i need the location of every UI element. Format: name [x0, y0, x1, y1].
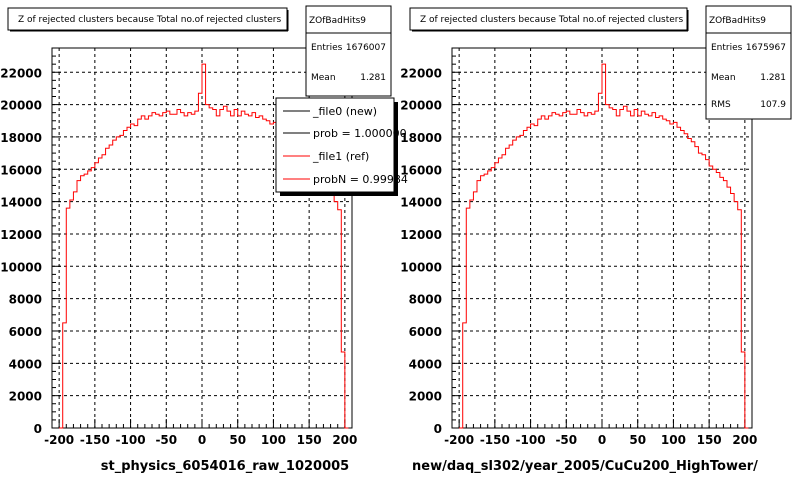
left-chart-title: Z of rejected clusters because Total no.…: [18, 15, 281, 25]
right-stats-rms-value: 107.9: [760, 100, 786, 110]
y-tick-label: 22000: [400, 66, 442, 80]
y-tick-label: 22000: [0, 66, 42, 80]
right-ticks: [451, 55, 753, 429]
right-stats-entries-value: 1675967: [746, 43, 786, 53]
x-tick-label: 0: [598, 433, 606, 447]
y-tick-label: 10000: [400, 260, 442, 274]
legend-label: _file0 (new): [312, 105, 377, 118]
right-grid: [452, 48, 752, 428]
y-tick-label: 12000: [400, 228, 442, 242]
right-stats-name: ZOfBadHits9: [709, 16, 766, 26]
x-tick-label: -200: [44, 433, 74, 447]
right-title-box: Z of rejected clusters because Total no.…: [409, 7, 689, 32]
x-tick-label: -50: [155, 433, 177, 447]
left-stats-frame: [305, 5, 392, 97]
left-ticks: [51, 55, 353, 429]
x-tick-label: 200: [732, 433, 757, 447]
x-tick-label: 150: [297, 433, 322, 447]
left-title-box: Z of rejected clusters because Total no.…: [7, 7, 289, 32]
y-tick-label: 2000: [409, 390, 442, 404]
y-tick-label: 16000: [0, 163, 42, 177]
left-y-tick-labels: 0 2000 4000 6000 8000 10000 12000 14000 16000 180…: [0, 66, 42, 436]
x-tick-label: 50: [629, 433, 646, 447]
right-x-axis-title: new/daq_sl302/year_2005/CuCu200_HighTowe…: [412, 459, 758, 474]
left-stats-mean-label: Mean: [311, 73, 336, 83]
legend-entry: prob = 1.000000: [283, 127, 407, 140]
x-tick-label: 150: [697, 433, 722, 447]
right-histogram-line: [459, 63, 749, 429]
right-panel: 0200040006000800010000120001400016000180…: [400, 5, 792, 474]
y-tick-label: 16000: [400, 163, 442, 177]
legend-label: prob = 1.000000: [313, 127, 407, 140]
legend-frame: [275, 97, 395, 193]
y-tick-label: 14000: [400, 196, 442, 210]
right-x-tick-labels: -200 -150 -100 -50 0 50 100 150 200: [444, 433, 757, 447]
left-stats-entries-value: 1676007: [346, 43, 386, 53]
x-tick-label: 200: [332, 433, 357, 447]
x-tick-label: 0: [198, 433, 206, 447]
right-stats-frame: [705, 5, 792, 120]
right-y-tick-labels: 0 2000 4000 6000 8000 10000 12000 14000 16000 180…: [400, 66, 442, 436]
x-tick-label: -150: [80, 433, 110, 447]
y-tick-label: 12000: [0, 228, 42, 242]
x-tick-label: 50: [229, 433, 246, 447]
y-tick-label: 8000: [409, 293, 442, 307]
legend-entry: _file0 (new): [283, 105, 377, 118]
legend-box: _file0 (new) prob = 1.000000 _file1 (ref…: [275, 97, 408, 196]
left-title-frame: [7, 7, 288, 31]
y-tick-label: 18000: [400, 131, 442, 145]
x-tick-label: 100: [261, 433, 286, 447]
right-stats-mean-label: Mean: [711, 73, 736, 83]
legend-label: _file1 (ref): [312, 150, 369, 163]
y-tick-label: 18000: [0, 131, 42, 145]
x-tick-label: -100: [116, 433, 146, 447]
legend-entry: probN = 0.99984: [283, 173, 408, 186]
y-tick-label: 4000: [409, 357, 442, 371]
y-tick-label: 0: [34, 422, 42, 436]
right-chart-title: Z of rejected clusters because Total no.…: [420, 15, 683, 25]
y-tick-label: 2000: [9, 390, 42, 404]
y-tick-label: 6000: [409, 325, 442, 339]
x-tick-label: -100: [516, 433, 546, 447]
x-tick-label: -150: [480, 433, 510, 447]
y-tick-label: 0: [434, 422, 442, 436]
y-tick-label: 8000: [9, 293, 42, 307]
y-tick-label: 10000: [0, 260, 42, 274]
x-tick-label: -50: [555, 433, 577, 447]
left-stats-mean-value: 1.281: [360, 73, 386, 83]
y-tick-label: 4000: [9, 357, 42, 371]
right-stats-entries-label: Entries: [711, 43, 743, 53]
left-x-tick-labels: -200 -150 -100 -50 0 50 100 150 200: [44, 433, 357, 447]
left-stats-entries-label: Entries: [311, 43, 343, 53]
left-stats-name: ZOfBadHits9: [309, 16, 366, 26]
x-tick-label: 100: [661, 433, 686, 447]
y-tick-label: 20000: [0, 99, 42, 113]
y-tick-label: 14000: [0, 196, 42, 210]
right-title-frame: [409, 7, 688, 31]
y-tick-label: 20000: [400, 99, 442, 113]
left-x-axis-title: st_physics_6054016_raw_1020005: [101, 459, 349, 474]
x-tick-label: -200: [444, 433, 474, 447]
y-tick-label: 6000: [9, 325, 42, 339]
right-stats-mean-value: 1.281: [760, 73, 786, 83]
legend-label: probN = 0.99984: [313, 173, 408, 186]
left-stats-box: ZOfBadHits9 Entries 1676007 Mean 1.281: [305, 5, 392, 97]
left-panel: 0200040006000800010000120001400016000180…: [0, 5, 408, 474]
right-stats-box: ZOfBadHits9 Entries 1675967 Mean 1.281 R…: [705, 5, 792, 120]
legend-entry: _file1 (ref): [283, 150, 369, 163]
right-stats-rms-label: RMS: [711, 100, 731, 110]
